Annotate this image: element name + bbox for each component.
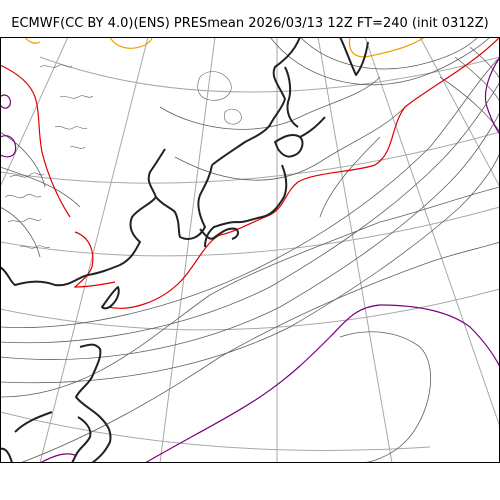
isobar-line [269,37,491,86]
isobar-red-line [107,37,500,309]
kamchatka-coast [339,37,369,76]
isobar-line [19,241,500,463]
isobar-purple-line [0,135,17,158]
asia-mainland-coast [0,148,166,287]
isobar-orange-line [109,37,153,49]
coastlines [0,37,369,463]
isobar-orange-line [24,37,41,44]
isobar-line [439,76,500,133]
parallel-line [0,411,431,451]
isobar-line [0,81,500,344]
isobar-purple-line [484,56,500,135]
isobar-line [0,56,500,328]
borneo-coast [14,411,53,433]
pressure-map [0,37,500,463]
philippines-south [71,416,92,463]
meridian-line [159,37,216,463]
parallel-line [39,56,500,93]
isobars [0,37,500,463]
isobar-line [0,131,46,188]
taiwan-coast [101,286,120,310]
meridian-line [0,37,69,188]
isobar-red-line [73,231,116,288]
isobar-purple-line [144,304,500,463]
kuril-coast [299,116,326,138]
isobar-line [0,206,41,258]
isobar-red [0,37,500,309]
isobar-line [0,186,500,398]
isobar-line [319,136,381,218]
isobar-line [454,56,500,103]
isobar-purple [0,56,500,463]
honshu-coast [204,164,288,248]
meridian-line [364,37,500,428]
isobar-purple-line [39,453,76,463]
parallel-line [0,206,500,257]
isobar-line [339,331,432,463]
sakhalin-coast [284,66,299,128]
map-title: ECMWF(CC BY 4.0)(ENS) PRESmean 2026/03/1… [11,16,489,31]
kyushu-coast [199,227,240,240]
map-background [0,37,500,463]
isobar-line [469,46,500,80]
hokkaido-coast [274,133,304,158]
meridian-line [419,37,500,188]
meridian-line [39,37,149,463]
isobar-noise [4,64,242,249]
korea-coast [155,164,213,240]
sulawesi-coast [0,447,13,463]
meridian-line [317,37,393,463]
philippines-coast [75,343,112,463]
parallel-line [0,288,500,331]
isobar-line [174,106,406,181]
isobar-line [0,111,500,360]
russia-coast [211,37,301,166]
isobar-purple-line [0,94,11,109]
isobar-line [299,37,479,70]
graticule [0,37,500,463]
isobar-red-line [0,64,71,218]
isobar-line [159,76,381,130]
isobar-line [0,151,500,384]
